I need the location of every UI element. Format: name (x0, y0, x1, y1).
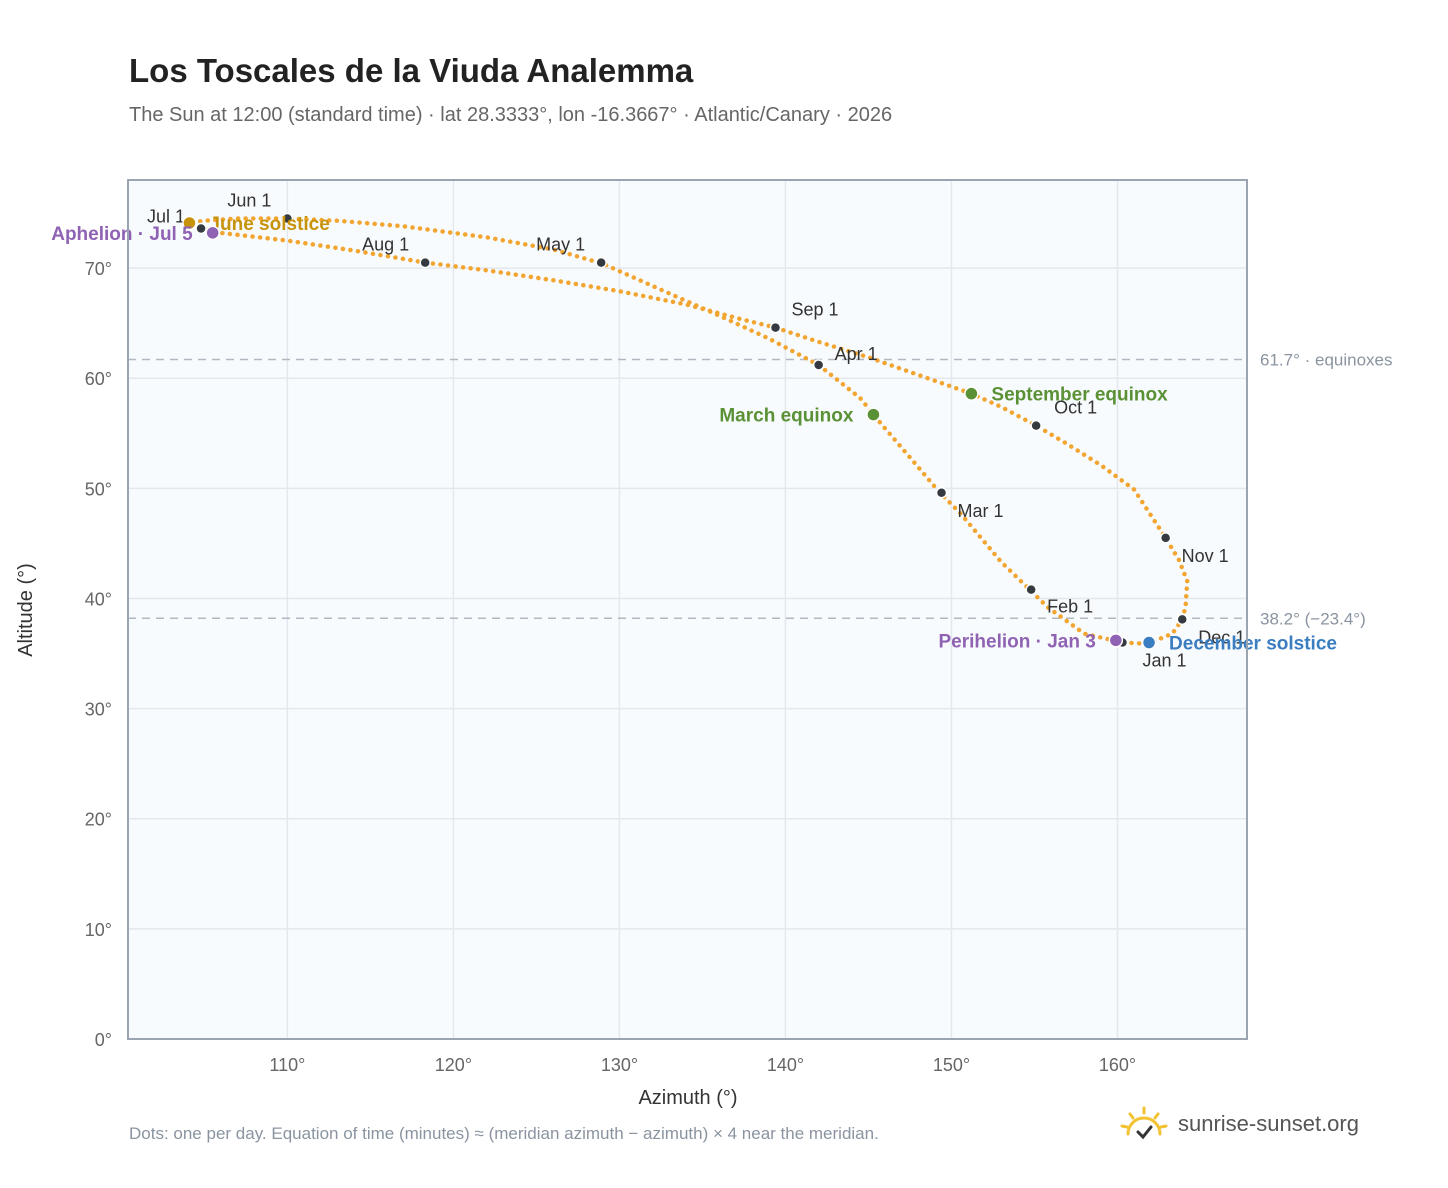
brand-logo[interactable]: sunrise-sunset.org (1118, 1100, 1359, 1148)
month-marker (769, 321, 782, 334)
x-tick-label: 110° (269, 1055, 305, 1075)
chart-subtitle: The Sun at 12:00 (standard time) · lat 2… (129, 104, 893, 126)
x-tick-label: 160° (1099, 1055, 1136, 1075)
chart-title: Los Toscales de la Viuda Analemma (129, 52, 694, 89)
month-label: Nov 1 (1182, 546, 1229, 566)
month-label: Oct 1 (1054, 398, 1097, 418)
y-tick-label: 70° (85, 259, 112, 279)
footnote: Dots: one per day. Equation of time (min… (129, 1124, 879, 1143)
event-marker (182, 215, 197, 231)
analemma-curve (187, 216, 1190, 646)
month-label: Aug 1 (362, 235, 409, 255)
month-label: Jan 1 (1142, 651, 1186, 671)
y-tick-label: 30° (85, 700, 112, 720)
reference-lines: 61.7° · equinoxes 38.2° (−23.4°) (128, 351, 1393, 628)
event-marker (1141, 635, 1157, 650)
x-tick-label: 130° (601, 1055, 638, 1075)
month-marker (195, 222, 207, 235)
reference-line-label: 38.2° (−23.4°) (1260, 609, 1366, 628)
brand-text: sunrise-sunset.org (1178, 1111, 1359, 1136)
month-marker (1159, 532, 1172, 544)
event-label: Perihelion · Jan 3 (939, 631, 1096, 652)
month-markers: Jan 1 Feb 1 Mar 1 Apr 1 May 1 Jun 1 Jul 1 Aug 1… (147, 191, 1245, 671)
event-markers: March equinox September equinox June solst… (51, 214, 1337, 655)
event-label: June solstice (209, 214, 329, 235)
y-tick-label: 40° (85, 589, 112, 609)
x-tick-label: 150° (933, 1055, 970, 1075)
month-label: Jun 1 (227, 191, 271, 211)
month-label: Dec 1 (1198, 627, 1245, 647)
event-label: December solstice (1169, 634, 1337, 655)
month-label: May 1 (536, 235, 585, 255)
month-label: Feb 1 (1047, 597, 1093, 617)
y-tick-label: 0° (95, 1030, 112, 1050)
y-axis-ticks: 0° 10° 20° 30° 40° 50° 60° 70° (85, 259, 112, 1050)
plot-frame (127, 179, 1248, 1040)
month-marker (419, 256, 431, 269)
y-axis-label: Altitude (°) (15, 563, 37, 657)
event-label: September equinox (991, 385, 1168, 406)
reference-line-label: 61.7° · equinoxes (1260, 351, 1393, 370)
event-marker (866, 407, 881, 422)
month-marker (1025, 583, 1037, 596)
x-tick-label: 140° (767, 1055, 804, 1075)
x-tick-label: 120° (435, 1055, 472, 1075)
x-axis-ticks: 110° 120° 130° 140° 150° 160° (269, 1055, 1136, 1075)
month-marker (595, 256, 607, 269)
event-marker (1108, 633, 1124, 648)
month-marker (281, 212, 294, 225)
event-label: Aphelion · Jul 5 (51, 224, 193, 245)
analemma-daily-dots (187, 216, 1190, 646)
y-tick-label: 50° (85, 479, 112, 499)
month-marker (812, 359, 825, 371)
event-marker (205, 225, 220, 241)
sun-icon (1120, 1106, 1168, 1140)
month-marker (935, 487, 948, 499)
y-tick-label: 10° (85, 920, 112, 940)
event-marker (964, 386, 979, 401)
month-label: Jul 1 (147, 206, 185, 226)
plot-area (128, 180, 1247, 1039)
x-axis-label: Azimuth (°) (638, 1087, 737, 1109)
month-label: Mar 1 (958, 501, 1004, 521)
event-label: March equinox (719, 406, 854, 427)
month-label: Apr 1 (835, 344, 878, 364)
month-marker (1030, 419, 1042, 432)
y-tick-label: 60° (85, 369, 112, 389)
month-label: Sep 1 (791, 300, 838, 320)
y-tick-label: 20° (85, 810, 112, 830)
month-marker (1176, 613, 1189, 626)
